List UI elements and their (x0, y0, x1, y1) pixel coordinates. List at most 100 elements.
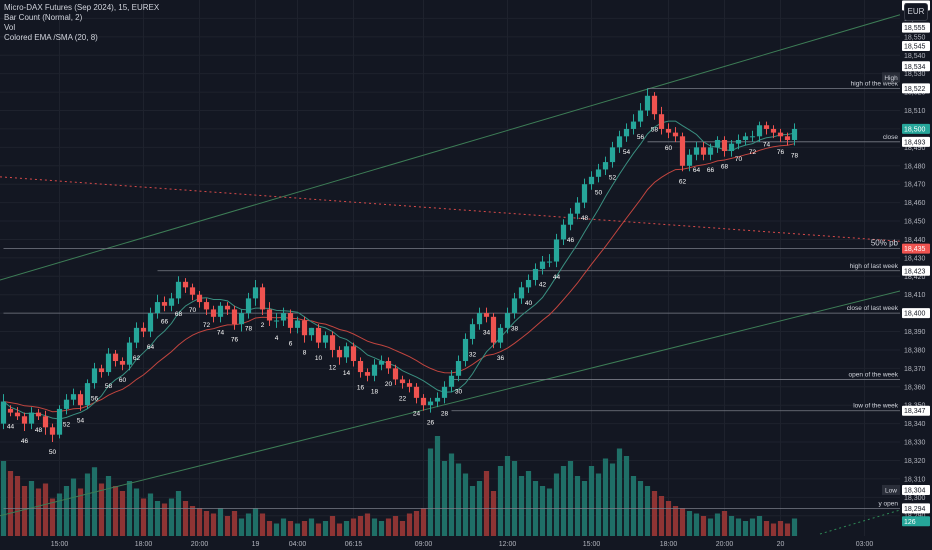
lower-channel-line (0, 290, 901, 517)
volume-bar (182, 501, 189, 536)
time-tick-label: 06:15 (345, 541, 363, 548)
axis-tag-bg (882, 484, 900, 495)
bar-count-label: 44 (7, 423, 15, 430)
bar-count-label: 46 (567, 237, 575, 244)
ema-line (3, 143, 795, 413)
volume-bar (721, 511, 728, 536)
volume-bar (203, 511, 210, 536)
volume-bar (525, 471, 532, 536)
price-tick-label: 18,410 (904, 292, 926, 299)
volume-bar (483, 471, 490, 536)
volume-bar (280, 518, 287, 536)
price-tick-label: 18,380 (904, 347, 926, 354)
candle-body (84, 383, 91, 406)
time-tick-label: 19 (252, 541, 260, 548)
candle-body (560, 224, 567, 240)
currency-button[interactable]: EUR (904, 3, 928, 21)
volume-bar (644, 486, 651, 536)
volume-bar (756, 516, 763, 536)
candle-body (224, 305, 231, 310)
price-badge (902, 265, 930, 276)
volume-bar (70, 478, 77, 536)
volume-bar (301, 521, 308, 536)
price-badge (902, 484, 930, 495)
legend-title[interactable]: Micro-DAX Futures (Sep 2024), 15, EUREX (4, 3, 160, 12)
volume-bar (574, 476, 581, 536)
volume-bar (294, 523, 301, 536)
price-badge (902, 61, 930, 72)
candle-body (777, 132, 784, 137)
volume-bar (511, 461, 518, 536)
bar-count-label: 64 (693, 167, 701, 174)
price-tick-label: 18,440 (904, 237, 926, 244)
candle-body (581, 184, 588, 203)
candle-body (504, 313, 511, 328)
price-badge-label: 18,304 (904, 487, 926, 494)
candle-body (686, 154, 693, 166)
volume-bar (105, 476, 112, 536)
chart-legend: Micro-DAX Futures (Sep 2024), 15, EUREX … (4, 3, 159, 43)
candle-body (182, 281, 189, 288)
bar-count-label: 54 (623, 149, 631, 156)
level-label: close of last week (847, 305, 899, 312)
price-tick-label: 18,430 (904, 255, 926, 262)
candle-body (28, 412, 35, 424)
volume-bar (448, 453, 455, 536)
candle-body (189, 287, 196, 295)
bar-count-label: 6 (289, 340, 293, 347)
volume-bar (497, 466, 504, 536)
candle-body (210, 309, 217, 317)
candle-body (511, 298, 518, 314)
candle-body (763, 125, 770, 129)
bar-count-label: 60 (665, 145, 673, 152)
bar-count-label: 20 (385, 381, 393, 388)
axis-tag: High (884, 75, 898, 82)
volume-bar (336, 523, 343, 536)
candle-body (714, 139, 721, 148)
volume-bar (154, 501, 161, 536)
volume-bar (189, 506, 196, 536)
legend-bar-count[interactable]: Bar Count (Normal, 2) (4, 13, 83, 22)
bar-count-label: 78 (791, 153, 799, 160)
price-tick-label: 18,310 (904, 476, 926, 483)
candle-body (574, 202, 581, 214)
candle-body (203, 302, 210, 310)
volume-bar (364, 513, 371, 536)
candle-body (630, 121, 637, 129)
price-badge-label: 18,400 (904, 311, 926, 318)
legend-ema-sma[interactable]: Colored EMA /SMA (20, 8) (4, 33, 98, 42)
candle-body (700, 147, 707, 155)
bar-count-label: 68 (175, 311, 183, 318)
volume-bar (469, 486, 476, 536)
volume-bar (140, 498, 147, 536)
volume-bar (7, 471, 14, 536)
volume-bar (224, 516, 231, 536)
volume-bar (406, 513, 413, 536)
time-tick-label: 12:00 (499, 541, 517, 548)
price-badge-label: 18,435 (904, 246, 926, 253)
candle-body (252, 287, 259, 299)
bar-count-label: 74 (217, 329, 225, 336)
time-tick-label: 20:00 (191, 541, 209, 548)
legend-volume[interactable]: Vol (4, 23, 16, 32)
candle-body (791, 128, 798, 140)
price-tick-label: 18,420 (904, 274, 926, 281)
bar-count-label: 42 (539, 281, 547, 288)
candle-body (322, 335, 329, 343)
volume-bar (546, 488, 553, 536)
volume-bar (686, 511, 693, 536)
price-tick-label: 18,510 (904, 108, 926, 115)
bar-count-label: 76 (231, 337, 239, 344)
time-axis[interactable]: 15:00 18:00 20:00 19 04:00 06:15 09:00 12:00 15:… (0, 536, 932, 550)
candle-body (91, 368, 98, 384)
volume-bar (413, 511, 420, 536)
bar-count-label: 36 (497, 355, 505, 362)
candle-body (49, 427, 56, 435)
volume-bar (399, 521, 406, 536)
volume-bar (658, 496, 665, 536)
candle-body (672, 132, 679, 137)
volume-bar (91, 467, 98, 536)
candle-body (476, 313, 483, 325)
